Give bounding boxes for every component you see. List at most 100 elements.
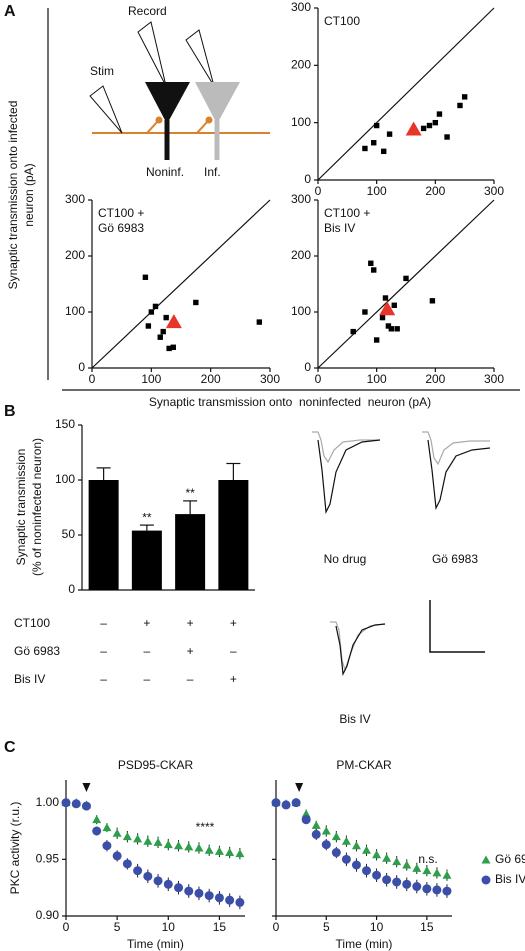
point [166, 345, 172, 352]
y-tick-label: 50 [62, 527, 76, 541]
axis-title: PKC activity (r.u.) [8, 802, 22, 895]
diagram-label: Record [128, 4, 167, 18]
axis-title: neuron (pA) [22, 163, 36, 226]
trace [317, 439, 381, 515]
point [368, 260, 374, 266]
marker [432, 885, 442, 895]
axis-title: (% of noninfected neuron) [30, 438, 44, 576]
marker [81, 801, 91, 811]
trace [335, 623, 386, 677]
point [420, 125, 427, 132]
point [403, 275, 409, 282]
marker [122, 859, 132, 869]
marker [163, 879, 173, 889]
marker [362, 866, 372, 876]
trace [422, 431, 490, 466]
record-pipette [137, 21, 167, 87]
scale-bar [429, 600, 485, 653]
traces [312, 431, 491, 677]
bar [175, 514, 206, 590]
point [193, 299, 199, 306]
marker [481, 875, 491, 885]
marker [341, 854, 351, 864]
x-tick-label: 200 [425, 184, 445, 198]
mean-point [379, 301, 396, 316]
significance: n.s. [418, 852, 437, 866]
axis-title: Time (min) [127, 937, 184, 951]
point [362, 309, 368, 315]
marker [311, 820, 321, 829]
axis-title: Synaptic transmission onto noninfected n… [149, 395, 431, 409]
marker [143, 871, 153, 881]
x-tick-label: 10 [370, 920, 384, 934]
marker [92, 826, 102, 836]
point [432, 119, 439, 126]
chart-title: PM-CKAR [336, 758, 392, 772]
point [148, 309, 155, 315]
marker [194, 888, 204, 898]
point [373, 337, 380, 343]
marker [112, 828, 122, 837]
marker [163, 840, 173, 849]
annotation: Gö 6983 [98, 221, 144, 235]
y-tick-label: 0 [78, 360, 85, 374]
mean-point [165, 314, 182, 329]
y-tick-label: 300 [65, 192, 85, 206]
table-cell: – [187, 672, 194, 686]
x-tick-label: 100 [141, 372, 161, 386]
marker [392, 877, 402, 887]
y-tick-label: 300 [291, 192, 311, 206]
point [444, 134, 450, 140]
point [157, 334, 163, 340]
point [386, 131, 393, 137]
marker [331, 832, 341, 841]
panel-label: B [4, 403, 16, 420]
y-tick-label: 200 [291, 58, 311, 72]
x-tick-label: 5 [323, 920, 330, 934]
legend-label: Bis IV [495, 872, 525, 886]
annotation: CT100 + [324, 206, 370, 220]
table-cell: + [187, 644, 194, 658]
diagram-label: Noninf. [146, 165, 184, 179]
y-tick-label: 300 [291, 0, 311, 14]
trace [427, 439, 491, 511]
y-tick-label: 0 [304, 360, 311, 374]
point [385, 323, 392, 329]
axis-title: Synaptic transmission onto infected [6, 101, 20, 290]
marker [92, 815, 102, 824]
marker [214, 846, 224, 855]
y-tick-label: 0 [68, 582, 75, 596]
diagram-label: Inf. [204, 165, 221, 179]
y-tick-label: 100 [291, 115, 311, 129]
drug-onset-arrow [295, 783, 304, 792]
x-tick-label: 0 [63, 920, 70, 934]
point [371, 140, 377, 146]
table-cell: – [144, 644, 151, 658]
trace-label: Bis IV [339, 712, 370, 726]
marker [291, 798, 301, 808]
x-tick-label: 0 [315, 184, 322, 198]
marker [133, 866, 143, 876]
point [373, 122, 380, 129]
marker [235, 897, 245, 907]
synapse [196, 120, 209, 134]
row-label: Bis IV [14, 672, 45, 686]
marker [184, 886, 194, 896]
table-cell: – [100, 644, 107, 658]
panel-label: C [4, 739, 16, 756]
marker [331, 848, 341, 858]
point [388, 326, 395, 332]
marker [301, 809, 311, 818]
point [170, 344, 176, 350]
bar [131, 530, 162, 590]
point [145, 323, 152, 329]
synapse [205, 116, 213, 124]
trace [330, 621, 386, 672]
point [142, 274, 149, 280]
point [394, 326, 400, 332]
marker [194, 843, 204, 852]
table-cell: + [143, 616, 150, 630]
x-tick-label: 200 [201, 372, 221, 386]
diagram: Stim Record Noninf. Inf. [89, 4, 270, 179]
